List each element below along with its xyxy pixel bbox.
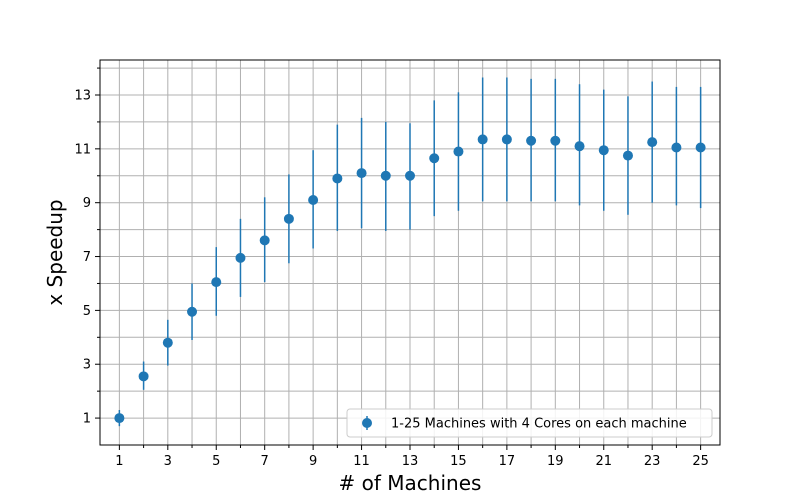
data-points (114, 134, 706, 424)
legend-box (346, 408, 713, 438)
x-tick-label: 3 (164, 454, 172, 469)
x-tick-label: 19 (547, 454, 564, 469)
x-tick-label: 25 (692, 454, 709, 469)
data-point (574, 141, 585, 152)
y-tick-label: 1 (83, 412, 91, 427)
x-axis-ticks: 1 3 5 7 9 11 13 15 17 19 21 23 25 (115, 445, 709, 469)
y-axis-label: x Speedup (43, 199, 67, 305)
x-tick-label: 21 (595, 454, 612, 469)
x-axis-label: # of Machines (339, 471, 482, 495)
data-point (622, 150, 633, 161)
data-point (695, 142, 706, 153)
y-tick-label: 3 (83, 358, 91, 373)
data-point (259, 235, 270, 246)
data-point (380, 170, 391, 181)
y-tick-label: 5 (83, 304, 91, 319)
data-point (308, 195, 319, 205)
legend: 1-25 Machines with 4 Cores on each machi… (346, 408, 713, 438)
x-tick-label: 1 (115, 454, 123, 469)
y-tick-label: 11 (74, 142, 91, 157)
x-tick-label: 7 (261, 454, 269, 469)
data-point (526, 135, 537, 146)
x-tick-label: 17 (499, 454, 516, 469)
data-point (429, 153, 440, 164)
x-tick-label: 13 (402, 454, 419, 469)
x-tick-label: 5 (212, 454, 220, 469)
data-point (550, 135, 561, 146)
x-tick-label: 15 (450, 454, 467, 469)
x-tick-label: 23 (644, 454, 661, 469)
x-tick-label: 9 (309, 454, 317, 469)
data-point (138, 371, 149, 382)
data-point (187, 306, 198, 317)
data-point (453, 146, 464, 157)
data-point (477, 134, 488, 145)
legend-entry: 1-25 Machines with 4 Cores on each machi… (391, 417, 687, 432)
data-point (283, 213, 294, 224)
data-point (671, 142, 682, 153)
y-tick-label: 13 (74, 89, 91, 104)
y-tick-label: 7 (83, 250, 91, 265)
x-tick-label: 11 (353, 454, 370, 469)
data-point (162, 337, 173, 348)
data-point (114, 413, 125, 424)
data-point (501, 134, 512, 145)
data-point (356, 168, 367, 179)
data-point (332, 173, 343, 184)
data-point (235, 252, 246, 263)
data-point (405, 170, 415, 181)
data-point (647, 137, 658, 148)
y-tick-label: 9 (83, 196, 91, 211)
legend-marker (362, 418, 372, 428)
data-point (598, 145, 609, 156)
data-point (211, 277, 222, 288)
